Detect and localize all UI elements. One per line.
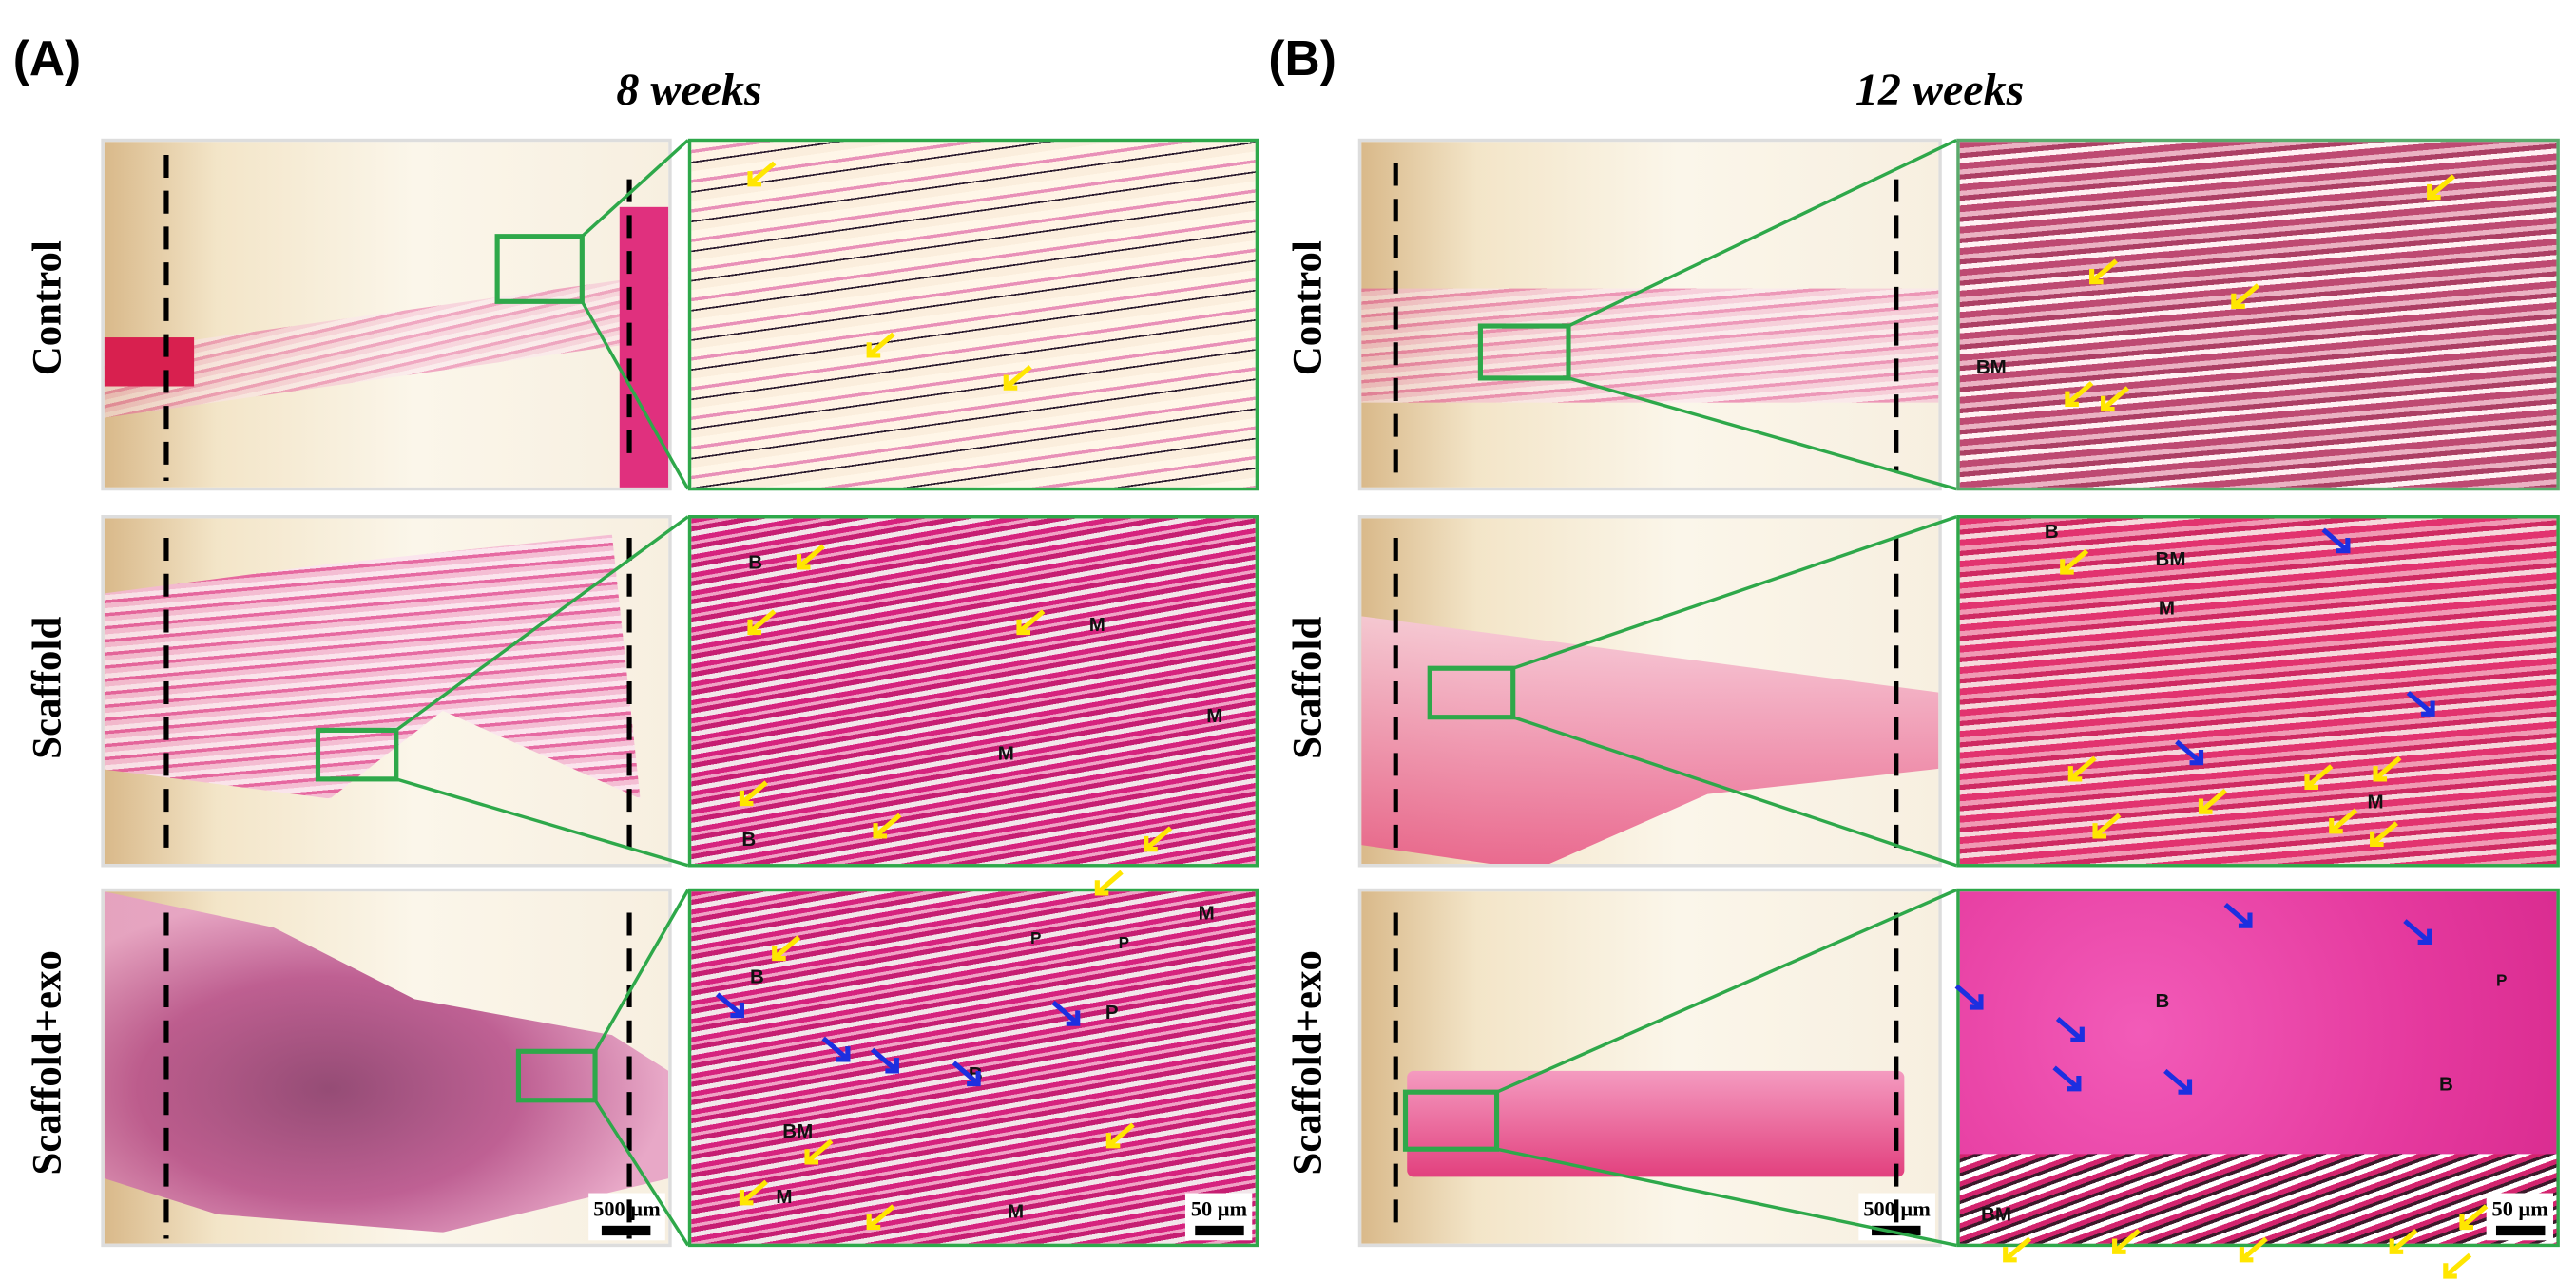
yellow-arrow-head [2003,1247,2017,1263]
scale-bar-label: 500 µm [1863,1195,1931,1221]
annotation-label: B [2155,989,2170,1013]
inset-b-control [1956,138,2560,491]
row-label-scaffold-a: Scaffold [26,616,70,759]
annotation-label: M [1206,703,1223,727]
annotation-label: BM [2155,547,2186,571]
inset-b-scaffold [1956,515,2560,868]
row-label-control-a: Control [26,240,70,376]
overview-a-scaffold [101,515,672,868]
inset-b-exo: 50 µm [1956,888,2560,1248]
scale-bar-50um-b: 50 µm [2487,1193,2554,1241]
annotation-label: B [968,1062,983,1086]
row-label-exo-a: Scaffold+exo [26,950,70,1176]
annotation-label: P [1030,930,1042,949]
title-12-weeks: 12 weeks [1855,65,2025,116]
row-label-scaffold-b: Scaffold [1286,616,1331,759]
scale-bar-label: 50 µm [2491,1195,2548,1221]
annotation-label: M [2158,596,2176,620]
yellow-arrow-icon [2445,1252,2472,1277]
panel-label-b: (B) [1268,32,1336,86]
annotation-label: BM [1980,1202,2011,1226]
title-8-weeks: 8 weeks [616,65,762,116]
scale-bar-500um-b: 500 µm [1858,1193,1935,1241]
annotation-label: M [1088,612,1105,636]
row-label-exo-b: Scaffold+exo [1286,950,1331,1176]
scale-bar-label: 50 µm [1190,1195,1248,1221]
annotation-label: M [2367,790,2384,813]
annotation-label: M [1007,1199,1025,1223]
annotation-label: P [1105,1001,1119,1024]
annotation-label: B [749,965,764,988]
scale-bar-label: 500 µm [593,1195,661,1221]
scale-bar-500um-a: 500 µm [588,1193,665,1241]
row-label-control-b: Control [1286,240,1331,376]
annotation-label: BM [1975,354,2007,378]
annotation-label: M [1198,901,1215,925]
yellow-arrow-head [2443,1263,2457,1279]
inset-a-scaffold [687,515,1259,868]
overview-b-control [1357,138,1942,491]
yellow-arrow-head [2239,1247,2254,1263]
overview-a-exo: 500 µm [101,888,672,1248]
scale-bar-50um-a: 50 µm [1185,1193,1253,1241]
annotation-label: B [2044,520,2059,544]
panel-label-a: (A) [12,32,82,86]
annotation-label: M [997,741,1014,765]
annotation-label: B [2438,1072,2453,1096]
overview-a-control [101,138,672,491]
annotation-label: P [2495,972,2508,991]
overview-b-scaffold [1357,515,1942,868]
inset-a-control [687,138,1259,491]
annotation-label: P [1118,935,1130,954]
annotation-label: M [776,1184,793,1208]
annotation-label: B [741,828,757,851]
overview-b-exo: 500 µm [1357,888,1942,1248]
annotation-label: BM [782,1119,814,1143]
annotation-label: B [748,550,763,574]
